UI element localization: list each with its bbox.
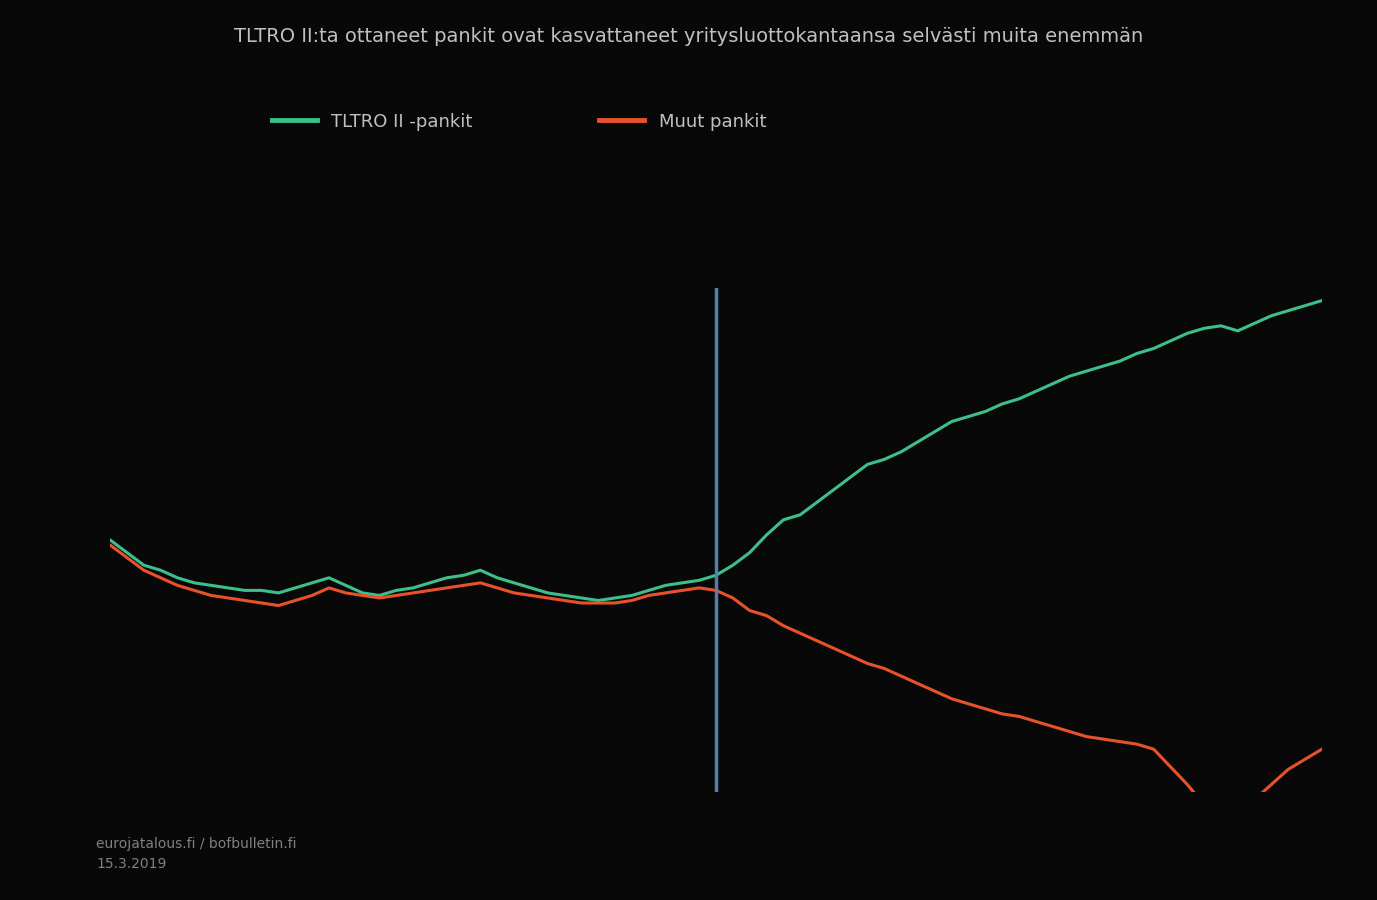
Text: TLTRO II:ta ottaneet pankit ovat kasvattaneet yritysluottokantaansa selvästi mui: TLTRO II:ta ottaneet pankit ovat kasvatt…	[234, 27, 1143, 46]
Legend: TLTRO II -pankit, Muut pankit: TLTRO II -pankit, Muut pankit	[264, 105, 774, 138]
Text: eurojatalous.fi / bofbulletin.fi
15.3.2019: eurojatalous.fi / bofbulletin.fi 15.3.20…	[96, 837, 297, 870]
